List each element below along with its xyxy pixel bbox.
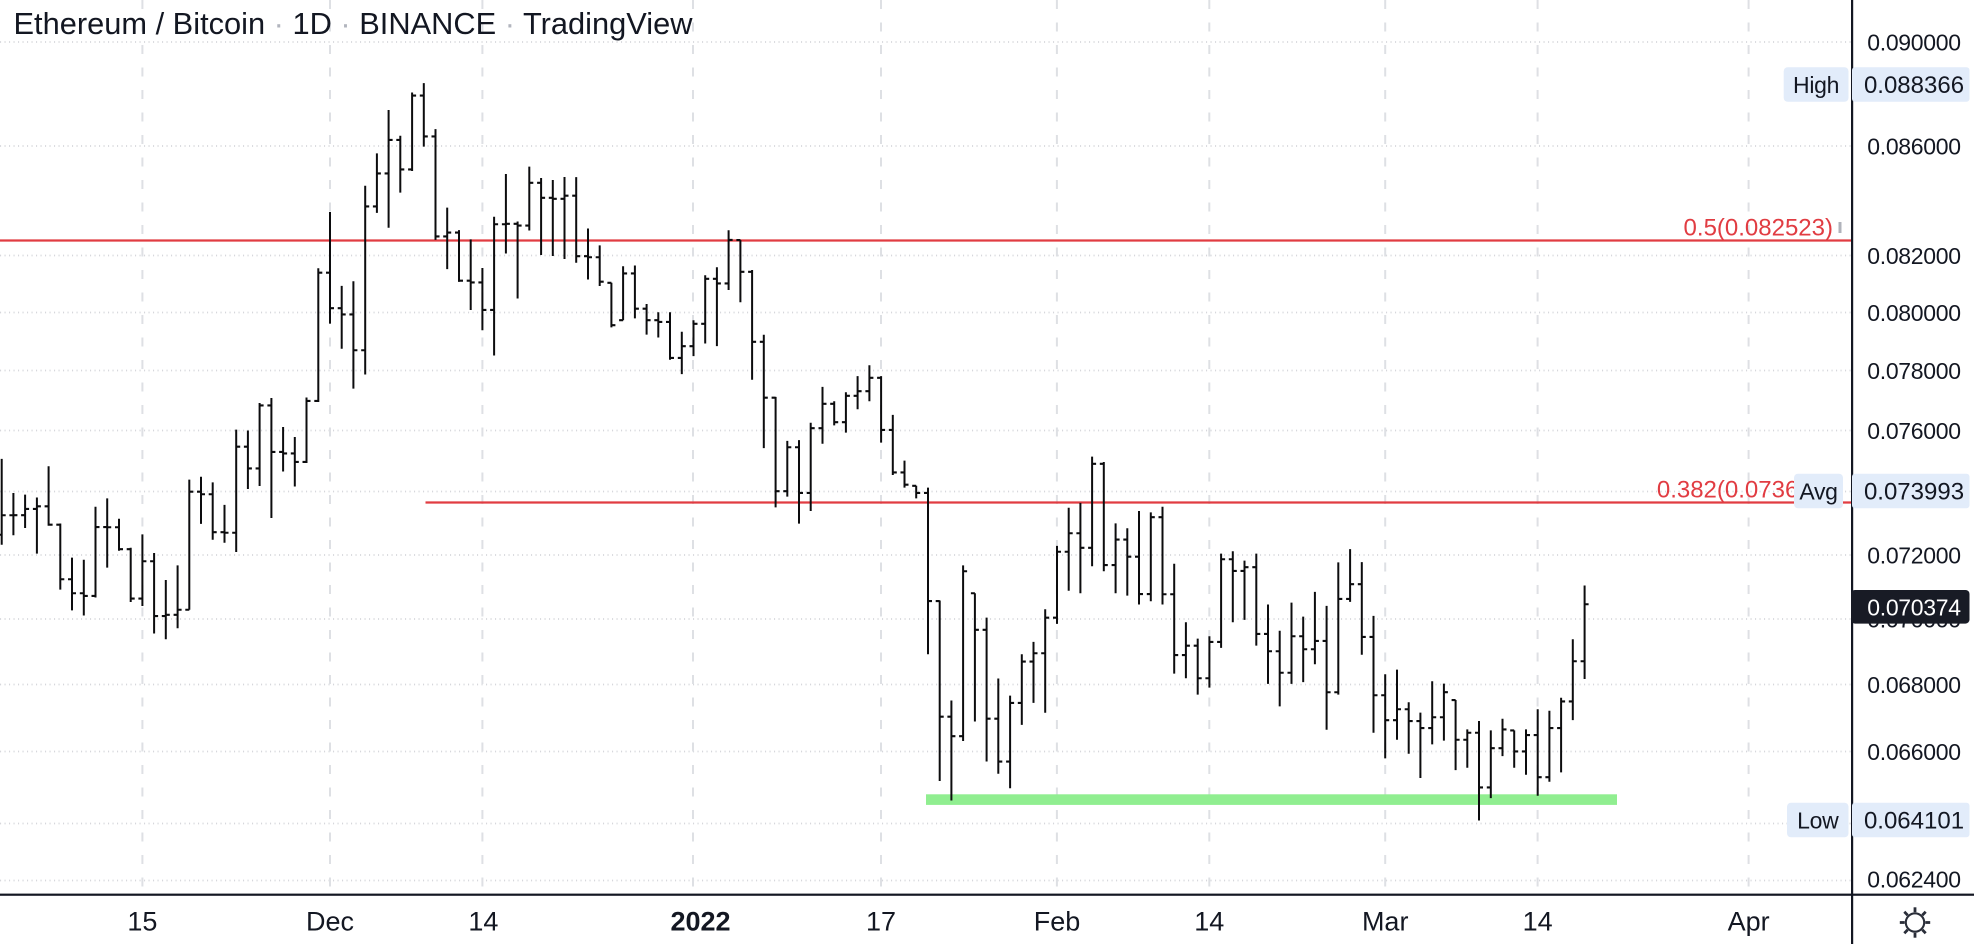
svg-text:High: High <box>1793 72 1839 98</box>
svg-text:0.086000: 0.086000 <box>1867 133 1961 159</box>
svg-text:0.062400: 0.062400 <box>1867 866 1961 892</box>
svg-text:14: 14 <box>1194 907 1224 937</box>
svg-text:14: 14 <box>1523 907 1553 937</box>
svg-text:14: 14 <box>468 907 498 937</box>
svg-text:0.082000: 0.082000 <box>1867 243 1961 269</box>
svg-text:Ethereum / Bitcoin · 1D · BINA: Ethereum / Bitcoin · 1D · BINANCE · Trad… <box>14 6 694 41</box>
svg-text:0.5(0.082523): 0.5(0.082523) <box>1684 215 1833 242</box>
svg-text:0.068000: 0.068000 <box>1867 672 1961 698</box>
svg-text:15: 15 <box>127 907 157 937</box>
svg-text:Avg: Avg <box>1799 479 1837 505</box>
svg-text:17: 17 <box>866 907 896 937</box>
svg-text:0.070374: 0.070374 <box>1867 594 1961 620</box>
svg-text:0.072000: 0.072000 <box>1867 542 1961 568</box>
svg-text:0.066000: 0.066000 <box>1867 739 1961 765</box>
svg-text:0.076000: 0.076000 <box>1867 418 1961 444</box>
svg-text:Apr: Apr <box>1728 907 1770 937</box>
svg-text:0.080000: 0.080000 <box>1867 300 1961 326</box>
svg-text:Mar: Mar <box>1362 907 1409 937</box>
svg-text:Low: Low <box>1797 808 1839 834</box>
svg-text:0.073993: 0.073993 <box>1864 479 1964 506</box>
svg-text:0.090000: 0.090000 <box>1867 29 1961 55</box>
svg-text:Dec: Dec <box>306 907 354 937</box>
svg-text:0.088366: 0.088366 <box>1864 72 1964 99</box>
svg-text:0.078000: 0.078000 <box>1867 358 1961 384</box>
svg-text:2022: 2022 <box>670 907 730 937</box>
svg-text:0.064101: 0.064101 <box>1864 808 1964 835</box>
svg-text:Feb: Feb <box>1034 907 1081 937</box>
